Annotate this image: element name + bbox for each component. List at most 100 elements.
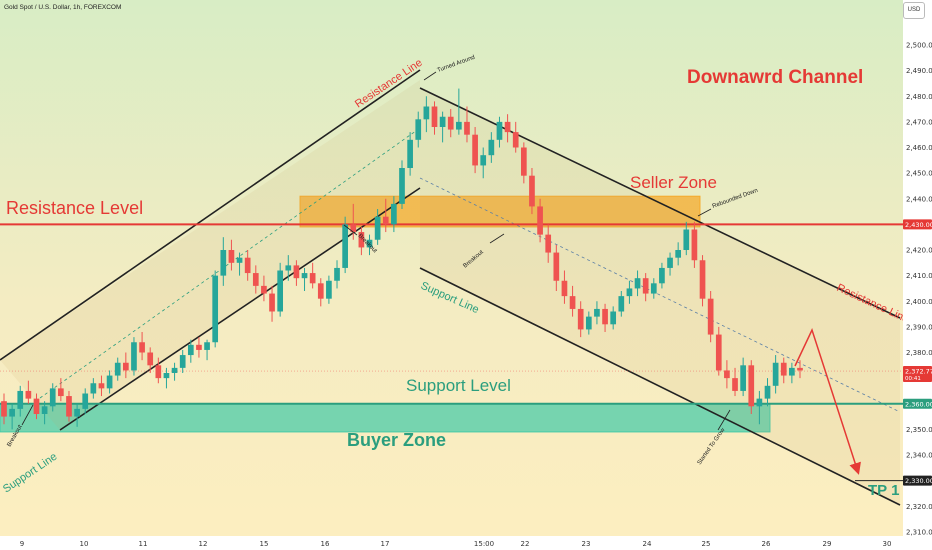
candle-body bbox=[293, 265, 300, 279]
candle-body bbox=[488, 139, 495, 156]
candle-body bbox=[659, 267, 665, 284]
candle-body bbox=[98, 383, 105, 389]
candle-body bbox=[90, 383, 97, 394]
title-label: Downawrd Channel bbox=[687, 67, 863, 88]
time-tick-label: 15 bbox=[260, 540, 269, 548]
candle-body bbox=[187, 344, 194, 356]
breakout-right-pointer bbox=[489, 233, 505, 244]
candle-body bbox=[756, 398, 763, 407]
candle-body bbox=[667, 257, 673, 268]
price-tick-label: 2,460.00 bbox=[906, 144, 932, 152]
candle-body bbox=[269, 293, 275, 312]
time-tick-label: 29 bbox=[823, 540, 832, 548]
candle-body bbox=[82, 393, 89, 409]
time-tick-label: 17 bbox=[381, 540, 390, 548]
candle-body bbox=[683, 229, 690, 250]
price-tick-label: 2,420.00 bbox=[906, 247, 932, 255]
candle-body bbox=[561, 280, 568, 297]
candle-body bbox=[58, 388, 64, 397]
time-tick-label: 23 bbox=[582, 540, 591, 548]
candle-body bbox=[407, 139, 413, 168]
candle-body bbox=[610, 311, 617, 325]
candle-body bbox=[374, 216, 381, 240]
candle-body bbox=[155, 365, 162, 379]
time-tick-label: 12 bbox=[199, 540, 208, 548]
price-badge bbox=[903, 219, 932, 230]
descending-support-line bbox=[419, 267, 901, 506]
candle-body bbox=[342, 224, 348, 268]
ascending-resistance-line bbox=[0, 69, 421, 361]
candle-body bbox=[366, 239, 373, 248]
candle-body bbox=[244, 257, 251, 274]
price-badge-label: 2,372.77 bbox=[905, 368, 932, 376]
candle-body bbox=[228, 250, 235, 263]
candle-body bbox=[9, 408, 15, 417]
price-tick-label: 2,310.00 bbox=[906, 528, 932, 536]
projection-arrow bbox=[794, 327, 861, 475]
candle-body bbox=[456, 121, 462, 130]
currency-button[interactable]: USD bbox=[903, 2, 925, 19]
price-badge-label: 2,330.00 bbox=[905, 477, 932, 485]
seller-zone-rect bbox=[299, 195, 701, 228]
candle-body bbox=[261, 285, 267, 294]
candle-body bbox=[545, 234, 552, 253]
candle-body bbox=[252, 273, 259, 286]
candle-body bbox=[423, 106, 430, 120]
candle-body bbox=[399, 168, 405, 204]
support-level-label: Support Level bbox=[406, 376, 511, 395]
candle-body bbox=[204, 342, 210, 350]
buyer-zone-label: Buyer Zone bbox=[347, 430, 446, 450]
time-tick-label: 15:00 bbox=[474, 540, 494, 548]
price-tick-label: 2,410.00 bbox=[906, 272, 932, 280]
breakout-mid-pointer bbox=[343, 224, 358, 236]
price-tick-label: 2,490.00 bbox=[906, 67, 932, 75]
candle-body bbox=[707, 298, 714, 335]
candle-body bbox=[196, 344, 202, 350]
descending-mid-line bbox=[419, 177, 901, 413]
candle-body bbox=[764, 385, 771, 399]
candle-body bbox=[350, 224, 357, 233]
candle-body bbox=[334, 267, 340, 281]
candle-body bbox=[391, 203, 397, 225]
breakout-left-pointer bbox=[21, 404, 34, 426]
candle-body bbox=[147, 352, 154, 366]
candle-body bbox=[634, 278, 641, 289]
candle-body bbox=[285, 265, 292, 271]
price-tick-label: 2,450.00 bbox=[906, 170, 932, 178]
rebounded-down-pointer bbox=[697, 208, 712, 217]
candle-body bbox=[33, 398, 40, 414]
candle-body bbox=[594, 308, 600, 317]
candle-body bbox=[122, 362, 129, 371]
candle-body bbox=[415, 119, 422, 140]
price-tick-label: 2,470.00 bbox=[906, 118, 932, 126]
time-tick-label: 11 bbox=[139, 540, 148, 548]
candle-body bbox=[577, 308, 584, 330]
candle-body bbox=[326, 280, 332, 299]
candle-body bbox=[732, 378, 738, 391]
candle-body bbox=[797, 367, 803, 371]
price-badge-label: 2,430.00 bbox=[905, 221, 932, 229]
candle-body bbox=[553, 252, 560, 281]
candle-body bbox=[171, 367, 178, 373]
price-badge bbox=[903, 366, 932, 383]
candle-body bbox=[106, 375, 113, 389]
candle-body bbox=[691, 229, 698, 261]
candle-body bbox=[772, 362, 779, 386]
candle-body bbox=[480, 155, 487, 166]
price-badge-label: 2,360.00 bbox=[905, 400, 932, 408]
candle-body bbox=[464, 121, 470, 135]
price-tick-label: 2,400.00 bbox=[906, 298, 932, 306]
candle-body bbox=[504, 121, 511, 133]
candle-body bbox=[715, 334, 722, 371]
time-tick-label: 30 bbox=[883, 540, 892, 548]
seller-zone-label: Seller Zone bbox=[630, 173, 717, 192]
candle-body bbox=[585, 316, 592, 330]
candle-body bbox=[66, 396, 72, 417]
resistance-level-label: Resistance Level bbox=[6, 198, 143, 218]
candle-body bbox=[512, 132, 519, 148]
candle-body bbox=[642, 278, 649, 294]
candle-body bbox=[277, 270, 284, 312]
candle-body bbox=[626, 288, 633, 297]
